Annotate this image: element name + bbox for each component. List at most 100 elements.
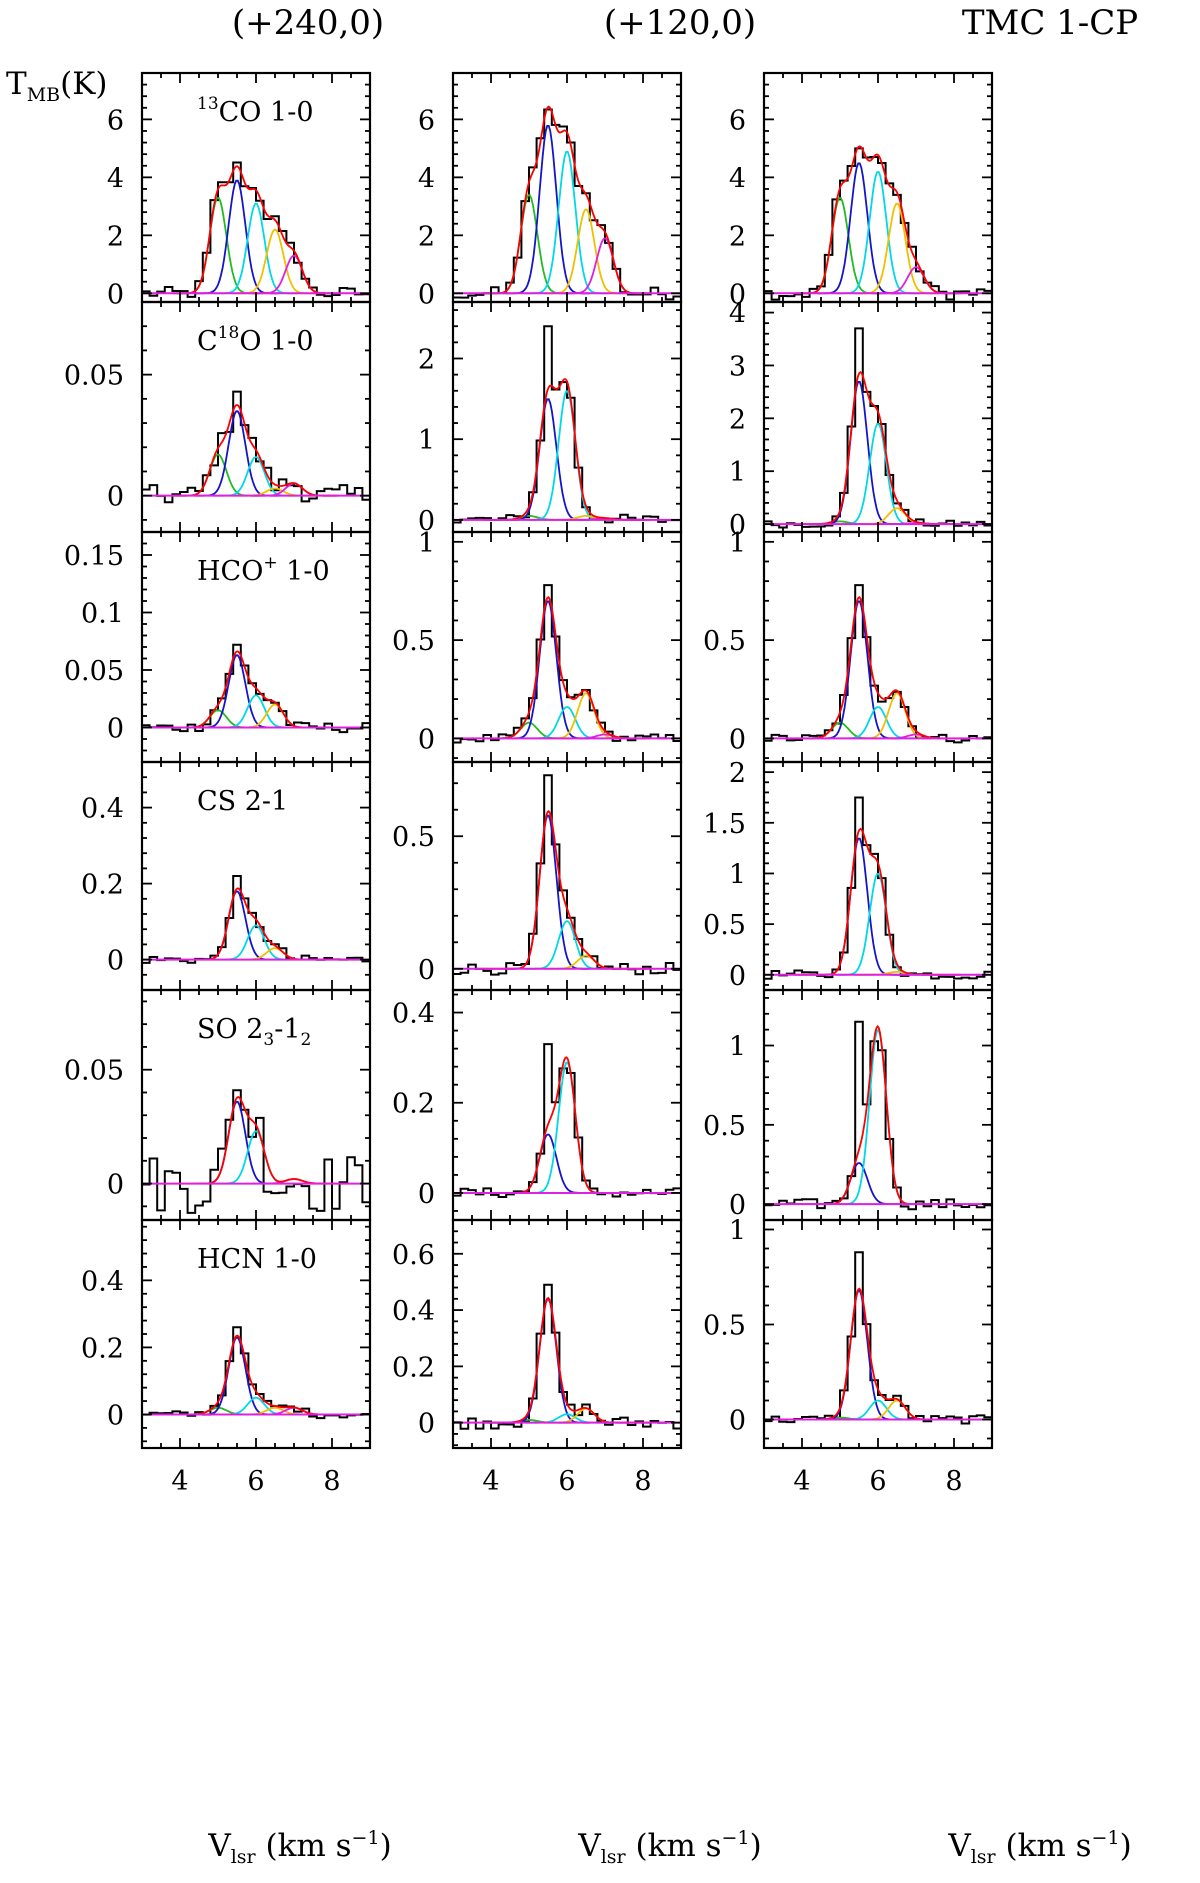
x-axis-label-3: Vlsr (km s−1) xyxy=(947,1827,1131,1868)
y-tick-label: 1 xyxy=(729,1032,746,1063)
column-title-2: (+120,0) xyxy=(604,3,756,43)
y-tick-label: 0.2 xyxy=(81,1333,124,1364)
y-tick-label: 0 xyxy=(107,279,124,310)
line-label: 13CO 1-0 xyxy=(197,94,314,128)
fit-component-2 xyxy=(817,600,901,740)
x-tick-label: 4 xyxy=(482,1466,499,1497)
y-tick-label: 2 xyxy=(418,344,435,375)
panel-plot-area xyxy=(764,145,992,301)
total-fit-curve xyxy=(172,1334,339,1416)
fit-component-2 xyxy=(195,410,279,497)
panel-r5-c3: 00.51 xyxy=(703,988,994,1222)
total-fit-curve xyxy=(483,105,650,295)
observed-spectrum xyxy=(142,643,370,734)
line-label: CS 2-1 xyxy=(197,786,288,817)
observed-spectrum xyxy=(453,1043,681,1198)
y-tick-label: 0 xyxy=(418,724,435,755)
panel-r4-c1: 0 0.2 0.4 CS 2-1 xyxy=(81,760,372,992)
panel-r4-c2: 00.5 xyxy=(392,760,683,992)
total-fit-curve xyxy=(794,145,961,295)
panel-frame xyxy=(762,71,994,304)
panel-plot-area xyxy=(142,643,370,734)
panel-r6-c2: 0 0.2 0.4 0.6 xyxy=(392,1218,683,1450)
y-tick-label: 6 xyxy=(107,105,124,136)
observed-spectrum xyxy=(764,147,992,301)
fit-component-2 xyxy=(817,381,901,525)
fit-component-2 xyxy=(506,1298,590,1424)
panel-frame xyxy=(762,988,994,1222)
observed-spectrum xyxy=(764,327,992,529)
fit-component-3 xyxy=(214,202,298,295)
y-tick-label: 1.5 xyxy=(703,809,746,840)
total-fit-curve xyxy=(483,1296,650,1424)
panel-plot-area xyxy=(142,1089,370,1214)
y-tick-label: 0.5 xyxy=(703,910,746,941)
total-fit-curve xyxy=(794,595,961,740)
y-tick-label: 6 xyxy=(729,105,746,136)
panel-plot-area xyxy=(453,774,681,976)
y-tick-label: 0.6 xyxy=(392,1240,435,1271)
y-tick-label: 0 xyxy=(729,510,746,541)
observed-spectrum xyxy=(142,390,370,507)
line-label: SO 23-12 xyxy=(197,1014,311,1050)
y-tick-label: 0 xyxy=(729,1190,746,1221)
panel-plot-area xyxy=(142,161,370,298)
observed-spectrum xyxy=(764,1020,992,1211)
panel-plot-area xyxy=(764,1020,992,1211)
panel-plot-area xyxy=(453,584,681,744)
observed-spectrum xyxy=(764,584,992,744)
y-tick-label: 1 xyxy=(729,457,746,488)
y-tick-label: 2 xyxy=(729,758,746,789)
y-tick-label: 1 xyxy=(729,1216,746,1247)
total-fit-curve xyxy=(794,827,961,976)
fit-component-3 xyxy=(525,1061,609,1194)
y-tick-label: 0 xyxy=(418,955,435,986)
y-tick-label: 0.5 xyxy=(392,626,435,657)
y-tick-label: 1 xyxy=(418,425,435,456)
x-tick-label: 6 xyxy=(558,1466,575,1497)
panel-frame xyxy=(451,988,683,1222)
x-tick-label: 8 xyxy=(945,1466,962,1497)
y-tick-label: 4 xyxy=(729,299,746,330)
y-tick-label: 0 xyxy=(729,1406,746,1437)
panel-r6-c3: 00.51 xyxy=(703,1216,994,1450)
y-tick-label: 0.05 xyxy=(64,1056,124,1087)
observed-spectrum xyxy=(453,108,681,301)
y-tick-label: 0.5 xyxy=(703,626,746,657)
total-fit-curve xyxy=(483,1056,650,1194)
panel-plot-area xyxy=(142,390,370,507)
y-tick-label: 0 xyxy=(107,946,124,977)
x-tick-label: 8 xyxy=(323,1466,340,1497)
y-tick-label: 6 xyxy=(418,105,435,136)
fit-component-2 xyxy=(506,600,590,740)
fit-component-1 xyxy=(798,197,882,295)
y-tick-label: 0 xyxy=(418,506,435,537)
fit-component-4 xyxy=(544,692,628,740)
total-fit-curve xyxy=(172,165,339,295)
y-tick-label: 1 xyxy=(729,859,746,890)
fit-component-2 xyxy=(195,654,279,729)
total-fit-curve xyxy=(483,378,650,521)
panel-r1-c2: 0 2 4 6 xyxy=(418,71,683,310)
fit-component-2 xyxy=(817,1162,901,1205)
y-tick-label: 4 xyxy=(729,163,746,194)
total-fit-curve xyxy=(172,404,339,497)
observed-spectrum xyxy=(764,1251,992,1425)
y-tick-label: 0 xyxy=(729,961,746,992)
y-tick-label: 0 xyxy=(107,482,124,513)
panel-plot-area xyxy=(142,875,370,964)
panel-plot-area xyxy=(764,796,992,980)
total-fit-curve xyxy=(794,1024,961,1205)
y-tick-label: 2 xyxy=(729,404,746,435)
line-label: HCO+ 1-0 xyxy=(197,553,330,587)
observed-spectrum xyxy=(142,1326,370,1420)
observed-spectrum xyxy=(764,796,992,980)
fit-component-2 xyxy=(817,837,901,976)
y-tick-label: 0.05 xyxy=(64,656,124,687)
fit-component-2 xyxy=(195,1101,279,1185)
y-tick-label: 0.15 xyxy=(64,541,124,572)
fit-component-2 xyxy=(195,179,279,295)
y-tick-label: 0.4 xyxy=(392,999,435,1030)
